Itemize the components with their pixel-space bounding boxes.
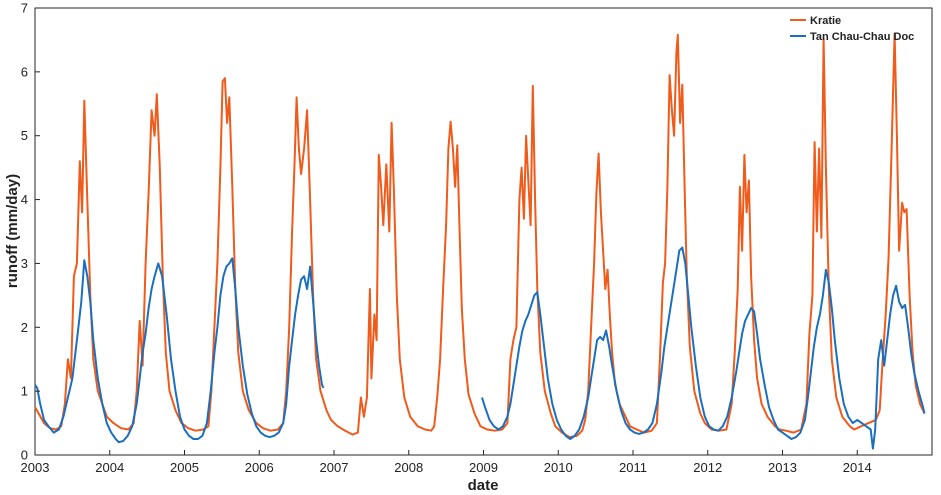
- series-line-2: [34, 257, 325, 444]
- x-tick-label: 2005: [170, 460, 199, 475]
- y-tick-label: 5: [21, 128, 28, 143]
- y-tick-label: 3: [21, 256, 28, 271]
- x-axis-label: date: [468, 477, 499, 494]
- x-tick-label: 2007: [320, 460, 349, 475]
- series-line-1: [34, 32, 926, 439]
- x-tick-label: 2010: [544, 460, 573, 475]
- x-tick-label: 2008: [394, 460, 423, 475]
- y-tick-label: 4: [21, 192, 28, 207]
- series-layer: [34, 32, 926, 450]
- x-tick-label: 2006: [245, 460, 274, 475]
- x-tick-label: 2014: [843, 460, 872, 475]
- legend-label: Kratie: [810, 15, 841, 27]
- y-tick-label: 1: [21, 384, 28, 399]
- y-tick-label: 6: [21, 64, 28, 79]
- x-axis-ticks: 2003 2004 2005 2006 2007 2008 2009 2010 2011 2012…: [21, 450, 872, 475]
- legend: Kratie Tan Chau-Chau Doc: [790, 15, 914, 43]
- series-line-3: [481, 246, 926, 450]
- y-tick-label: 0: [21, 448, 28, 463]
- x-tick-label: 2009: [469, 460, 498, 475]
- legend-label: Tan Chau-Chau Doc: [810, 31, 914, 43]
- x-tick-label: 2003: [21, 460, 50, 475]
- x-tick-label: 2012: [693, 460, 722, 475]
- x-tick-label: 2004: [95, 460, 124, 475]
- y-axis-ticks: 0 1 2 3 4 5 6 7: [21, 1, 40, 463]
- x-tick-label: 2011: [619, 460, 647, 475]
- y-tick-label: 7: [21, 1, 28, 16]
- y-axis-label: runoff (mm/day): [4, 174, 21, 288]
- x-tick-label: 2013: [768, 460, 797, 475]
- y-tick-label: 2: [21, 320, 28, 335]
